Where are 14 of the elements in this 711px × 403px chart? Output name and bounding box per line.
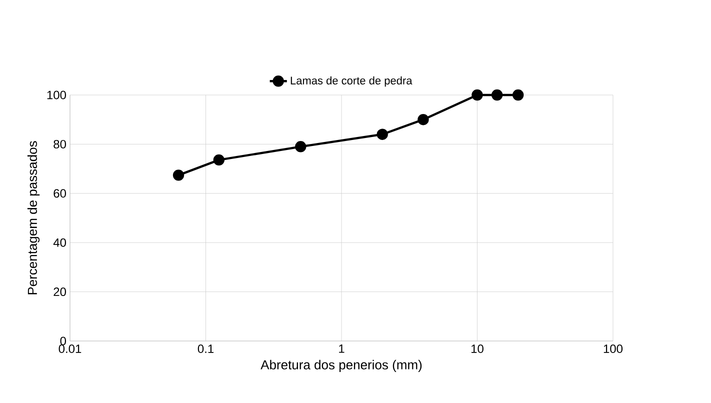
y-tick-label: 0 xyxy=(60,336,66,346)
y-tick-label: 80 xyxy=(54,140,66,148)
x-tick-label: 0.1 xyxy=(198,344,214,354)
x-axis-title: Abretura dos penerios (mm) xyxy=(260,360,422,372)
x-tick-label: 10 xyxy=(471,344,484,354)
y-tick-label: 40 xyxy=(53,238,66,247)
y-tick-label: 60 xyxy=(54,189,66,198)
y-tick-label: 100 xyxy=(47,90,66,100)
x-tick-label: 0.01 xyxy=(58,344,82,354)
y-tick-label: 20 xyxy=(54,288,66,296)
x-tick-label: 100 xyxy=(604,344,623,354)
y-axis-title: Percentagem de passados xyxy=(27,141,40,294)
x-tick-label: 1 xyxy=(339,344,344,353)
legend-label: Lamas de corte de pedra xyxy=(290,76,412,87)
